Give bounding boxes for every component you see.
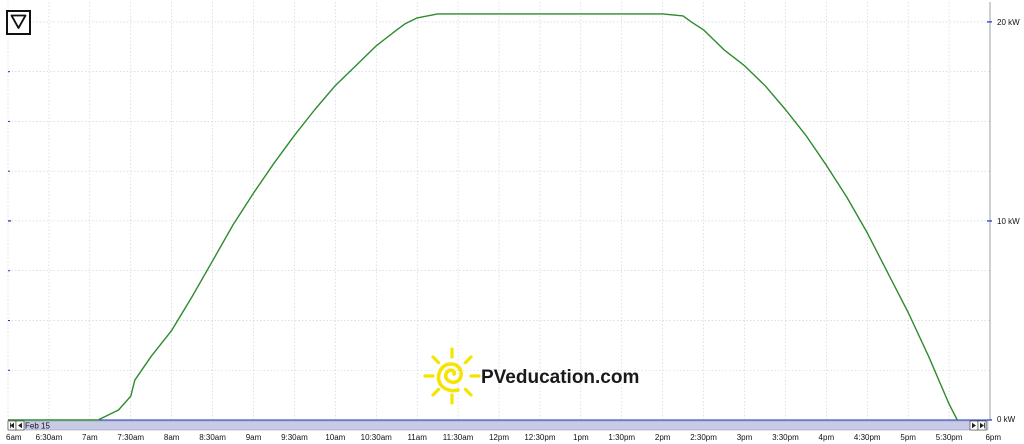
axes	[8, 2, 991, 421]
y-tick-label: 0 kW	[997, 415, 1016, 424]
y-tick-label: 10 kW	[997, 217, 1020, 226]
last-icon[interactable]	[977, 420, 987, 431]
x-tick-label: 5pm	[900, 433, 916, 442]
prev-icon[interactable]	[15, 420, 25, 431]
scrollbar-track[interactable]	[7, 420, 989, 431]
x-tick-label: 6am	[6, 433, 22, 442]
x-tick-label: 5:30pm	[936, 433, 963, 442]
x-tick-label: 7am	[82, 433, 98, 442]
x-tick-label: 3:30pm	[772, 433, 799, 442]
x-tick-label: 6pm	[985, 433, 1001, 442]
time-navigator: Feb 15	[7, 420, 989, 431]
x-tick-label: 4pm	[819, 433, 835, 442]
power-series-line	[8, 13, 958, 421]
x-tick-label: 10:30am	[361, 433, 392, 442]
x-tick-label: 2:30pm	[690, 433, 717, 442]
x-tick-label: 9:30am	[281, 433, 308, 442]
x-tick-label: 6:30am	[36, 433, 63, 442]
x-tick-label: 12pm	[489, 433, 509, 442]
next-icon[interactable]	[969, 420, 979, 431]
x-tick-label: 3pm	[737, 433, 753, 442]
x-tick-label: 2pm	[655, 433, 671, 442]
grid-lines	[7, 2, 991, 421]
x-tick-label: 4:30pm	[854, 433, 881, 442]
x-tick-label: 10am	[325, 433, 345, 442]
x-tick-label: 7:30am	[117, 433, 144, 442]
triangle-down-icon[interactable]	[6, 10, 31, 35]
pveducation-logo: PVeducation.com	[423, 347, 639, 405]
x-tick-label: 12:30pm	[524, 433, 555, 442]
x-tick-label: 1:30pm	[608, 433, 635, 442]
date-label: Feb 15	[25, 422, 50, 431]
x-tick-label: 11:30am	[443, 433, 474, 442]
x-tick-label: 1pm	[573, 433, 589, 442]
first-icon[interactable]	[7, 420, 17, 431]
x-tick-label: 9am	[246, 433, 262, 442]
x-axis-labels: 6am 6:30am 7am 7:30am 8am 8:30am 9am 9:30am 10am…	[6, 433, 1001, 442]
y-tick-label: 20 kW	[997, 18, 1020, 27]
brand-text: PVeducation.com	[481, 367, 639, 388]
x-tick-label: 11am	[407, 433, 427, 442]
x-tick-label: 8:30am	[199, 433, 226, 442]
sun-logo-icon	[423, 347, 481, 405]
series-layer	[8, 13, 958, 421]
x-tick-label: 8am	[164, 433, 180, 442]
